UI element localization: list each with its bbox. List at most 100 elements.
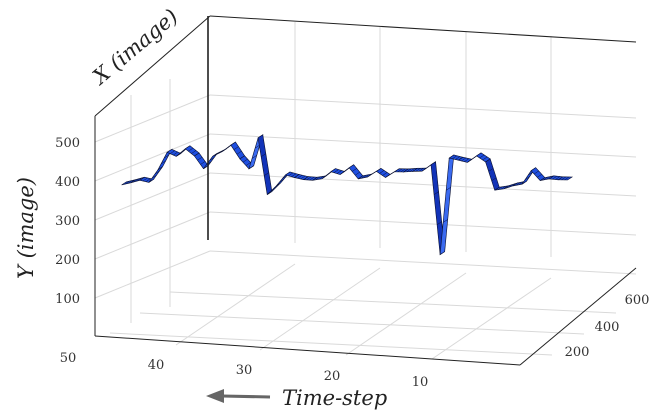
surface-patch	[330, 168, 346, 175]
surface-mesh-line	[191, 150, 197, 154]
surface-mesh-line	[136, 177, 142, 182]
x-tick-40: 40	[148, 358, 165, 373]
surface-mesh-line	[170, 150, 175, 154]
surface-mesh-line	[251, 155, 257, 159]
floor-grid	[109, 263, 617, 360]
surface-mesh-line	[245, 162, 251, 166]
surface-mesh-line	[160, 160, 166, 165]
z-axis-title: X (image)	[87, 4, 183, 90]
box-front-bottom	[94, 335, 521, 366]
z-ticks: 200 400 600	[565, 293, 650, 360]
y-tick-100: 100	[55, 292, 80, 307]
surface-mesh-line	[209, 157, 215, 161]
surface-mesh-line	[288, 172, 294, 177]
surface-mesh-line	[506, 184, 512, 189]
axis-box	[94, 15, 637, 366]
surface-mesh-line	[491, 177, 497, 182]
surface-patch	[257, 134, 273, 196]
surface-mesh-line	[479, 154, 485, 159]
surface-mesh-line	[488, 168, 494, 172]
surface-mesh-line	[309, 176, 315, 181]
surface-mesh-line	[351, 168, 357, 172]
surface-mesh-line	[561, 176, 567, 181]
surface-patch	[230, 141, 246, 160]
surface-mesh-line	[533, 170, 539, 175]
surface-mesh-line	[242, 158, 248, 163]
surface-mesh-line	[127, 180, 133, 184]
x-tick-30: 30	[236, 363, 253, 378]
surface-mesh-line	[497, 186, 503, 191]
surface-mesh-line	[482, 156, 488, 161]
back-grid-200	[209, 211, 637, 236]
surface-mesh-line	[361, 174, 367, 179]
floor-grid-x40	[175, 263, 296, 346]
surface-mesh-line	[546, 176, 552, 180]
surface-patch	[348, 164, 364, 180]
left-grid-100	[94, 250, 211, 299]
surface-mesh-line	[179, 150, 185, 155]
back-grid-100	[209, 250, 637, 275]
surface-mesh-line	[418, 167, 424, 172]
surface-mesh-line	[455, 156, 461, 160]
surface-mesh-line	[154, 170, 160, 175]
surface-mesh-line	[236, 150, 242, 155]
floor-grid-z600	[169, 291, 617, 314]
surface-mesh-line	[355, 171, 360, 176]
surface-mesh-line	[464, 158, 470, 162]
surface-mesh-line	[552, 175, 558, 180]
left-wall-grid	[94, 79, 211, 323]
floor-grid-z200	[109, 332, 553, 356]
y-ticks: 500 400 300 200 100	[55, 136, 80, 307]
back-wall-grid	[209, 22, 637, 275]
x-tick-20: 20	[324, 369, 341, 384]
surface-mesh-line	[224, 146, 230, 150]
floor-grid-z400	[139, 312, 585, 335]
x-tick-10: 10	[412, 375, 429, 390]
box-back-top	[209, 15, 637, 43]
surface-mesh-line	[197, 156, 203, 161]
surface-mesh-line	[218, 150, 224, 154]
surface-mesh-line	[409, 168, 415, 172]
surface-mesh-line	[555, 176, 561, 180]
surface-mesh-line	[254, 144, 260, 149]
surface-strips	[121, 134, 574, 256]
surface-mesh-line	[133, 178, 139, 183]
x-ticks: 50 40 30 20 10	[60, 351, 429, 390]
surface-mesh-line	[163, 154, 169, 159]
surface-mesh-line	[261, 153, 266, 157]
box-right-bottom	[519, 267, 637, 366]
surface-mesh-line	[518, 181, 524, 186]
surface-mesh-line	[543, 176, 549, 181]
surface-patch	[203, 153, 218, 169]
surface-mesh-line	[336, 170, 342, 174]
surface-mesh-line	[436, 221, 442, 225]
surface-mesh-line	[173, 151, 178, 156]
surface-patch	[439, 154, 455, 256]
surface-mesh-line	[279, 178, 285, 183]
surface-mesh-line	[400, 168, 406, 173]
surface-patch	[485, 158, 500, 191]
floor-grid-x10	[431, 277, 552, 360]
left-grid-200	[94, 211, 211, 260]
surface-mesh-line	[537, 174, 542, 178]
surface-mesh-line	[379, 170, 385, 174]
surface-mesh-line	[509, 183, 515, 188]
surface-mesh-line	[264, 172, 269, 176]
surface-mesh-line	[188, 147, 194, 152]
surface-mesh-line	[564, 176, 570, 181]
surface-mesh-line	[364, 174, 370, 178]
surface-mesh-line	[318, 176, 324, 180]
surface-mesh-line	[282, 175, 288, 179]
x-axis-title: Time-step	[282, 386, 387, 410]
surface-mesh-line	[291, 173, 297, 177]
surface-mesh-line	[306, 176, 312, 181]
back-grid-500	[209, 94, 637, 119]
left-grid-300	[94, 172, 211, 221]
surface-mesh-line	[397, 168, 403, 173]
surface-mesh-line	[446, 186, 451, 191]
surface-mesh-line	[145, 178, 151, 182]
surface-mesh-line	[233, 146, 239, 150]
surface-mesh-line	[300, 175, 306, 180]
box-left-top	[94, 15, 211, 117]
